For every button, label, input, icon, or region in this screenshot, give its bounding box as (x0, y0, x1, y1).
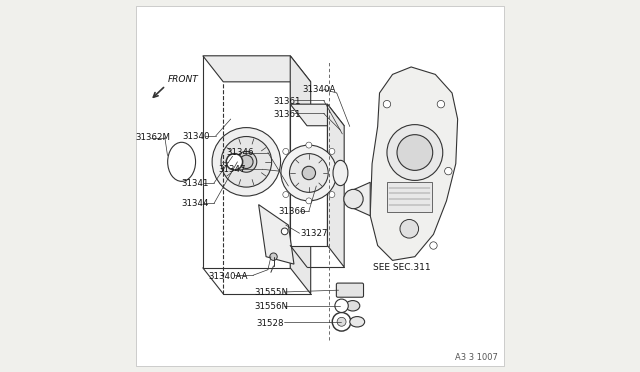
Polygon shape (203, 56, 310, 82)
Text: 31346: 31346 (227, 148, 253, 157)
Circle shape (335, 299, 348, 312)
Circle shape (283, 148, 289, 154)
Polygon shape (259, 205, 294, 264)
Circle shape (281, 145, 337, 201)
Circle shape (306, 198, 312, 204)
Circle shape (387, 125, 443, 180)
FancyBboxPatch shape (136, 6, 504, 366)
Circle shape (212, 128, 280, 196)
Circle shape (221, 137, 271, 187)
Text: 31344: 31344 (182, 199, 209, 208)
Circle shape (332, 312, 351, 331)
Circle shape (236, 151, 257, 172)
Text: 31327: 31327 (301, 229, 328, 238)
FancyBboxPatch shape (337, 283, 364, 297)
Circle shape (329, 148, 335, 154)
Ellipse shape (349, 317, 365, 327)
Circle shape (445, 167, 452, 175)
Text: 31362M: 31362M (136, 133, 171, 142)
Text: 31340: 31340 (182, 132, 210, 141)
Polygon shape (291, 56, 310, 294)
Text: FRONT: FRONT (168, 75, 198, 84)
Text: 31361: 31361 (273, 110, 301, 119)
Circle shape (344, 189, 363, 209)
Polygon shape (291, 104, 344, 126)
Circle shape (270, 253, 277, 260)
Circle shape (383, 100, 390, 108)
Circle shape (306, 142, 312, 148)
Circle shape (400, 219, 419, 238)
Circle shape (227, 154, 243, 170)
Ellipse shape (346, 301, 360, 311)
Ellipse shape (333, 160, 348, 186)
Text: SEE SEC.311: SEE SEC.311 (373, 263, 431, 272)
Text: 31555N: 31555N (254, 288, 288, 297)
Circle shape (437, 100, 445, 108)
Text: A3 3 1007: A3 3 1007 (455, 353, 498, 362)
Circle shape (429, 242, 437, 249)
Circle shape (239, 155, 253, 169)
Circle shape (283, 192, 289, 198)
Text: 31528: 31528 (257, 319, 284, 328)
Text: 31366: 31366 (278, 207, 306, 216)
FancyBboxPatch shape (387, 182, 431, 212)
Circle shape (289, 154, 328, 192)
Circle shape (302, 166, 316, 180)
Text: 31347: 31347 (219, 165, 246, 174)
Polygon shape (353, 182, 370, 216)
Polygon shape (328, 104, 344, 267)
Text: 31341: 31341 (182, 179, 209, 187)
Circle shape (282, 228, 288, 235)
Polygon shape (370, 67, 458, 260)
Text: 31340AA: 31340AA (209, 272, 248, 280)
Text: 31556N: 31556N (254, 302, 288, 311)
Polygon shape (291, 104, 328, 246)
Circle shape (337, 317, 346, 326)
Circle shape (329, 192, 335, 198)
Polygon shape (203, 56, 291, 268)
Text: 31361: 31361 (273, 97, 301, 106)
Circle shape (397, 135, 433, 170)
Text: 31340A: 31340A (303, 85, 336, 94)
Circle shape (243, 159, 250, 165)
